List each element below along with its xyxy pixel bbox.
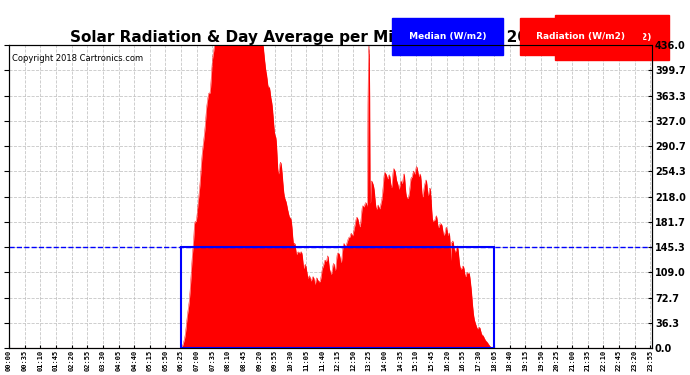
Text: Median (W/m2): Median (W/m2) (406, 32, 489, 41)
Text: Radiation (W/m2): Radiation (W/m2) (533, 32, 629, 41)
Title: Solar Radiation & Day Average per Minute (Today) 20181012: Solar Radiation & Day Average per Minute… (70, 30, 591, 45)
Text: Median (W/m2): Median (W/m2) (573, 33, 651, 42)
Text: Copyright 2018 Cartronics.com: Copyright 2018 Cartronics.com (12, 54, 144, 63)
Bar (181, 247, 494, 348)
